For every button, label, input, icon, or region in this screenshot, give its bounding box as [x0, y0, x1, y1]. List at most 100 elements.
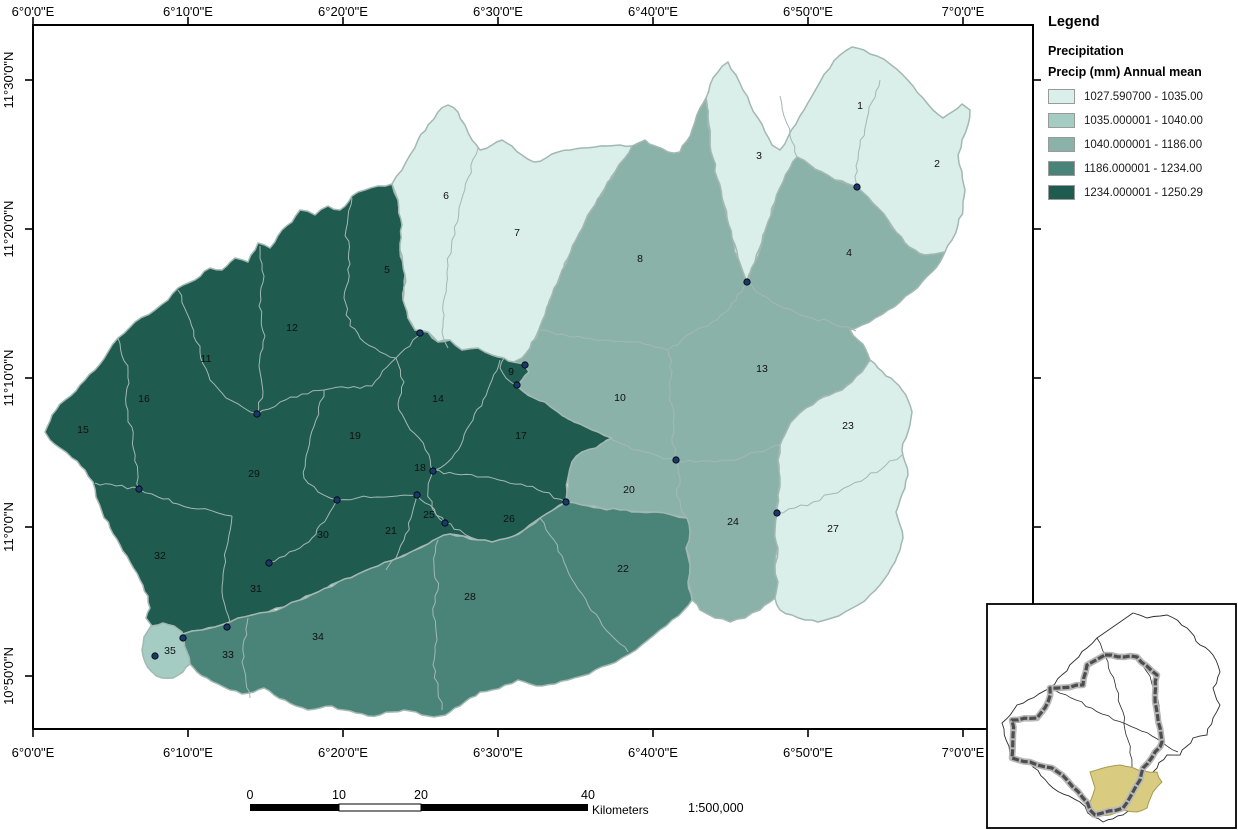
- outlet-point: [151, 652, 159, 660]
- subbasin-boundary-line: [444, 522, 479, 541]
- lon-label-top: 6°0'0"E: [12, 4, 55, 19]
- subbasin-label-1: 1: [857, 100, 863, 112]
- inset-subregion-line: [1049, 687, 1179, 753]
- subbasin-label-8: 8: [637, 253, 643, 265]
- outlet-point: [413, 491, 421, 499]
- outlet-point: [223, 623, 231, 631]
- legend-class-label: 1027.590700 - 1035.00: [1084, 90, 1203, 103]
- legend-row-5: 1234.000001 - 1250.29: [1048, 185, 1236, 200]
- subbasin-boundary-line: [776, 454, 903, 514]
- scalebar-tick-label: 10: [332, 788, 346, 802]
- map-frame: [25, 17, 1041, 737]
- subbasin-label-18: 18: [414, 462, 426, 474]
- lon-label-bottom: 6°0'0"E: [12, 745, 55, 760]
- lon-label-top: 7°0'0"E: [942, 4, 985, 19]
- lat-label-left: 11°10'0"N: [1, 350, 16, 407]
- subbasin-boundary-line: [667, 285, 745, 351]
- subbasin-boundary-line: [432, 539, 443, 711]
- scalebar-segment-black: [250, 804, 339, 811]
- subbasin-label-7: 7: [514, 227, 520, 239]
- subbasin-boundary-line: [854, 79, 881, 188]
- subbasin-label-15: 15: [77, 424, 89, 436]
- inset-watershed-boundary: [1010, 653, 1164, 817]
- lon-label-top: 6°10'0"E: [163, 4, 213, 19]
- graticule-labels: 6°0'0"E 6°0'0"E 6°10'0"E 6°10'0"E 6°20'0"E 6°…: [1, 4, 985, 760]
- subbasin-label-33: 33: [222, 649, 234, 661]
- subbasin-boundary-line: [349, 325, 419, 359]
- legend-field-title: Precip (mm) Annual mean: [1048, 65, 1202, 79]
- subbasin-label-5: 5: [384, 264, 390, 276]
- outlet-point: [513, 381, 521, 389]
- subbasin-label-20: 20: [623, 484, 635, 496]
- subbasin-label-14: 14: [432, 393, 444, 405]
- legend-class-label: 1234.000001 - 1250.29: [1084, 186, 1203, 199]
- legend-swatch-4: [1048, 161, 1075, 176]
- outlet-point: [265, 559, 273, 567]
- lon-label-bottom: 6°10'0"E: [163, 745, 213, 760]
- lon-label-bottom: 6°40'0"E: [628, 745, 678, 760]
- subbasin-boundary-line: [177, 289, 258, 415]
- subbasin-number-labels: 1234567891011121314151617181920212223242…: [77, 100, 940, 661]
- subbasin-boundaries: [94, 79, 903, 711]
- legend-row-4: 1186.000001 - 1234.00: [1048, 161, 1236, 176]
- subbasin-label-13: 13: [756, 363, 768, 375]
- subbasin-boundary-line: [416, 494, 446, 524]
- zone-c1: [774, 359, 913, 623]
- scalebar-tick-label: 0: [247, 788, 254, 802]
- legend-class-label: 1186.000001 - 1234.00: [1084, 162, 1203, 175]
- subbasin-boundary-line: [221, 515, 233, 623]
- subbasin-boundary-line: [779, 95, 798, 158]
- legend-swatch-5: [1048, 185, 1075, 200]
- subbasin-boundary-line: [256, 245, 266, 415]
- lon-label-bottom: 7°0'0"E: [942, 745, 985, 760]
- subbasin-boundary-line: [395, 357, 434, 472]
- subbasin-boundary-line: [343, 197, 353, 327]
- subbasin-boundary-line: [268, 499, 338, 564]
- lat-label-left: 11°30'0"N: [1, 52, 16, 109]
- subbasin-label-21: 21: [385, 525, 397, 537]
- subbasin-boundary-line: [539, 329, 669, 351]
- subbasin-label-24: 24: [727, 516, 739, 528]
- subbasin-boundary-line: [385, 494, 418, 571]
- subbasin-boundary-line: [117, 337, 140, 490]
- legend-layer-title: Precipitation: [1048, 44, 1124, 58]
- lon-label-bottom: 6°20'0"E: [318, 745, 368, 760]
- scale-bar: Kilometers 1:500,000 0 10 20 40: [247, 788, 744, 817]
- outlet-point: [416, 329, 424, 337]
- outlet-point: [179, 634, 187, 642]
- subbasin-boundary-line: [302, 390, 338, 501]
- zone-c4: [182, 501, 693, 718]
- subbasin-boundary-line: [241, 617, 251, 699]
- subbasin-label-34: 34: [312, 631, 324, 643]
- outlet-point: [562, 498, 570, 506]
- subbasin-label-17: 17: [515, 430, 527, 442]
- subbasin-boundary-line: [432, 469, 567, 503]
- lon-label-top: 6°40'0"E: [628, 4, 678, 19]
- legend-row-3: 1040.000001 - 1186.00: [1048, 137, 1236, 152]
- outlet-point: [743, 278, 751, 286]
- subbasin-label-9: 9: [508, 366, 514, 378]
- subbasin-boundary-line: [441, 147, 479, 349]
- outlet-point: [333, 496, 341, 504]
- legend-swatch-3: [1048, 137, 1075, 152]
- lon-label-bottom: 6°30'0"E: [473, 745, 523, 760]
- lat-label-left: 11°20'0"N: [1, 201, 16, 258]
- subbasin-label-16: 16: [138, 393, 150, 405]
- scalebar-segment-white: [338, 803, 422, 812]
- subbasin-boundary-line: [432, 359, 501, 472]
- legend-class-label: 1035.000001 - 1040.00: [1084, 114, 1203, 127]
- subbasin-label-22: 22: [617, 563, 629, 575]
- legend-swatch-1: [1048, 89, 1075, 104]
- lon-label-bottom: 6°50'0"E: [783, 745, 833, 760]
- subbasin-boundary-line: [539, 517, 629, 653]
- subbasin-boundary-line: [336, 494, 418, 501]
- subbasin-label-10: 10: [614, 392, 626, 404]
- subbasin-label-25: 25: [423, 509, 435, 521]
- subbasin-label-6: 6: [443, 190, 449, 202]
- subbasin-label-35: 35: [164, 645, 176, 657]
- subbasin-boundary-line: [94, 482, 140, 490]
- subbasin-label-3: 3: [756, 150, 762, 162]
- lat-label-left: 11°0'0"N: [1, 502, 16, 552]
- subbasin-label-23: 23: [842, 420, 854, 432]
